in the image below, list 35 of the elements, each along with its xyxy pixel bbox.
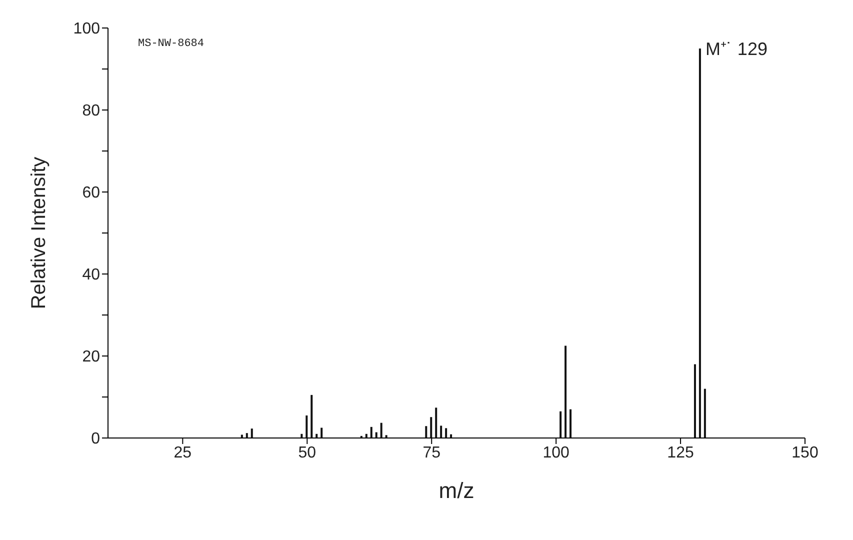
bar bbox=[430, 417, 432, 438]
bar bbox=[694, 364, 696, 438]
annotation: MS-NW-8684 bbox=[138, 38, 204, 50]
y-tick-label: 20 bbox=[82, 348, 100, 366]
x-tick-label: 125 bbox=[667, 444, 694, 462]
bar bbox=[246, 433, 248, 438]
bar bbox=[250, 428, 253, 438]
y-tick-label: 0 bbox=[91, 430, 100, 448]
bar bbox=[570, 409, 572, 438]
x-tick-label: 50 bbox=[298, 444, 316, 462]
y-axis-title: Relative Intensity bbox=[28, 156, 50, 310]
bar bbox=[560, 411, 562, 438]
bar bbox=[240, 434, 243, 438]
bar bbox=[698, 48, 701, 438]
bar bbox=[306, 415, 308, 438]
bar bbox=[370, 426, 372, 438]
bar bbox=[445, 428, 448, 438]
bar bbox=[320, 428, 323, 438]
x-tick-label: 100 bbox=[542, 444, 570, 462]
y-tick-label: 100 bbox=[73, 20, 100, 38]
x-tick-label: 25 bbox=[174, 444, 192, 462]
annotation: M⁺˙ 129 bbox=[705, 38, 768, 59]
bar bbox=[440, 426, 442, 438]
bar bbox=[704, 388, 706, 438]
bar bbox=[435, 408, 438, 438]
y-tick-label: 60 bbox=[82, 184, 100, 202]
x-tick-label: 150 bbox=[792, 444, 818, 462]
y-tick-label: 80 bbox=[82, 102, 100, 120]
x-axis-title: m/z bbox=[438, 478, 474, 503]
y-tick-label: 40 bbox=[82, 266, 100, 284]
bar bbox=[564, 346, 567, 438]
bar bbox=[425, 426, 428, 438]
bar bbox=[380, 422, 382, 438]
x-tick-label: 75 bbox=[422, 444, 441, 462]
bar bbox=[310, 394, 313, 438]
